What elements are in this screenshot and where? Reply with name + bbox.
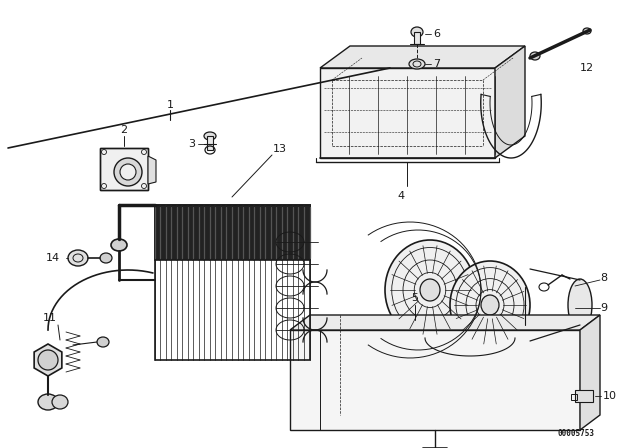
Ellipse shape xyxy=(111,239,127,251)
Ellipse shape xyxy=(385,240,475,340)
Polygon shape xyxy=(290,315,600,330)
Text: 10: 10 xyxy=(603,391,617,401)
Bar xyxy=(155,205,310,260)
Ellipse shape xyxy=(583,28,591,34)
Polygon shape xyxy=(34,344,62,376)
Text: 3: 3 xyxy=(189,139,195,149)
Text: 9: 9 xyxy=(600,303,607,313)
Ellipse shape xyxy=(409,59,425,69)
Ellipse shape xyxy=(568,279,592,331)
Polygon shape xyxy=(290,330,580,430)
Ellipse shape xyxy=(450,261,530,349)
Ellipse shape xyxy=(97,337,109,347)
Text: 1: 1 xyxy=(166,100,173,110)
Bar xyxy=(207,136,213,150)
Ellipse shape xyxy=(114,158,142,186)
Text: 00005753: 00005753 xyxy=(558,429,595,438)
Text: 11: 11 xyxy=(43,313,57,323)
Polygon shape xyxy=(148,156,156,184)
Bar xyxy=(414,32,420,44)
Polygon shape xyxy=(320,68,495,158)
Text: 7: 7 xyxy=(433,59,440,69)
Text: 6: 6 xyxy=(433,29,440,39)
Ellipse shape xyxy=(411,27,423,37)
Bar xyxy=(100,148,148,190)
Ellipse shape xyxy=(68,250,88,266)
Ellipse shape xyxy=(52,395,68,409)
Text: 12: 12 xyxy=(580,63,594,73)
Ellipse shape xyxy=(38,394,58,410)
Ellipse shape xyxy=(481,295,499,315)
Ellipse shape xyxy=(420,279,440,301)
Text: 8: 8 xyxy=(600,273,607,283)
Bar xyxy=(155,205,310,360)
Polygon shape xyxy=(495,46,525,158)
Ellipse shape xyxy=(100,253,112,263)
Polygon shape xyxy=(320,46,525,68)
Bar xyxy=(100,148,148,190)
Text: 13: 13 xyxy=(273,144,287,154)
Text: 2: 2 xyxy=(120,125,127,135)
Text: 4: 4 xyxy=(397,191,404,201)
Ellipse shape xyxy=(204,132,216,140)
Text: 14: 14 xyxy=(46,253,60,263)
Polygon shape xyxy=(580,315,600,430)
Ellipse shape xyxy=(38,350,58,370)
Bar xyxy=(575,390,593,402)
Ellipse shape xyxy=(120,164,136,180)
Bar xyxy=(571,394,577,400)
Ellipse shape xyxy=(530,52,540,60)
Text: 5: 5 xyxy=(412,293,419,303)
